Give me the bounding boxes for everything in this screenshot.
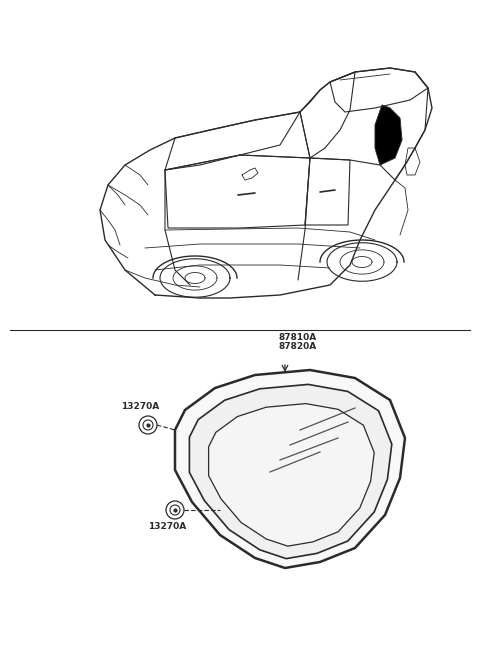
Polygon shape — [209, 403, 374, 546]
Polygon shape — [305, 158, 350, 225]
Polygon shape — [190, 384, 392, 559]
Polygon shape — [375, 105, 402, 165]
Text: 87810A: 87810A — [279, 333, 317, 342]
Text: 87820A: 87820A — [279, 342, 317, 351]
Text: 13270A: 13270A — [121, 402, 159, 411]
Polygon shape — [165, 155, 310, 228]
Polygon shape — [175, 370, 405, 568]
Text: 13270A: 13270A — [148, 522, 186, 531]
Polygon shape — [405, 148, 420, 175]
